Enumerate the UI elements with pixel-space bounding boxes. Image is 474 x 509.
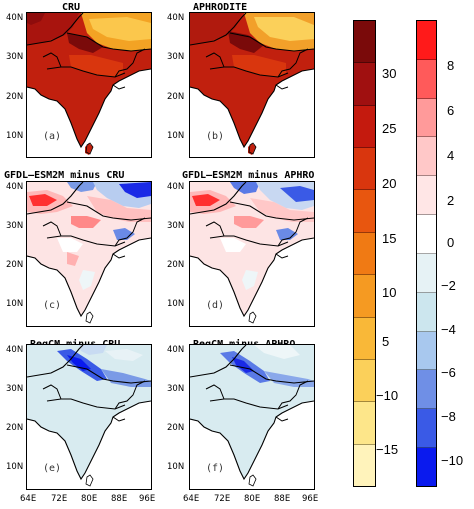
panel-tag-f: (f) xyxy=(206,463,225,474)
lon-tick-64-e: 64E xyxy=(20,494,37,504)
cb-abs-segment-5 xyxy=(354,232,375,276)
cb-diff-segment-1 xyxy=(417,59,436,99)
lon-tick-80-f: 80E xyxy=(244,494,261,504)
cb-diff-tick-neg4: −4 xyxy=(441,322,456,337)
cb-abs-segment-2 xyxy=(354,105,375,149)
cb-abs-segment-8 xyxy=(354,359,375,403)
lat-tick-20-f: 20N xyxy=(167,423,185,433)
lon-tick-96-f: 96E xyxy=(302,494,319,504)
cb-diff-tick-8: 8 xyxy=(447,58,455,73)
cb-diff-segment-10 xyxy=(417,409,436,449)
cb-diff-tick-2: 2 xyxy=(447,193,455,208)
cb-abs-segment-4 xyxy=(354,190,375,233)
lon-tick-64-f: 64E xyxy=(183,494,200,504)
lat-tick-10-f: 10N xyxy=(167,462,185,472)
map-d xyxy=(190,182,314,326)
cb-abs-segment-9 xyxy=(354,402,375,445)
lat-tick-10-c: 10N xyxy=(6,299,24,309)
panel-tag-e: (e) xyxy=(43,463,62,474)
title-c: GFDL–ESM2M minus CRU xyxy=(4,170,125,181)
map-panel-f: (f) xyxy=(189,344,315,490)
cb-diff-segment-5 xyxy=(417,215,436,254)
cb-diff-tick-neg10: −10 xyxy=(441,453,464,468)
cb-diff-segment-3 xyxy=(417,137,436,177)
lat-tick-30-e: 30N xyxy=(6,384,24,394)
cb-abs-segment-0 xyxy=(354,21,375,64)
lon-tick-88-e: 88E xyxy=(111,494,128,504)
lat-tick-40-e: 40N xyxy=(6,345,24,355)
lat-tick-10-b: 10N xyxy=(167,131,185,141)
cb-abs-tick-neg10: −10 xyxy=(376,388,399,403)
cb-abs-segment-7 xyxy=(354,317,375,360)
cb-diff-tick-neg8: −8 xyxy=(441,409,456,424)
cb-abs-tick-20: 20 xyxy=(382,176,397,191)
cb-diff-tick-4: 4 xyxy=(447,148,455,163)
lat-tick-30-a: 30N xyxy=(6,52,24,62)
lat-tick-20-e: 20N xyxy=(6,423,24,433)
lat-tick-30-f: 30N xyxy=(167,384,185,394)
lat-tick-20-a: 20N xyxy=(6,92,24,102)
lat-tick-30-d: 30N xyxy=(167,221,185,231)
cb-abs-tick-25: 25 xyxy=(382,121,397,136)
lat-tick-40-d: 40N xyxy=(167,182,185,192)
cb-abs-segment-1 xyxy=(354,63,375,106)
cb-abs-segment-3 xyxy=(354,148,375,191)
cb-abs-tick-neg15: −15 xyxy=(376,442,399,457)
title-a: CRU xyxy=(62,2,81,13)
cb-abs-tick-15: 15 xyxy=(382,231,397,246)
cb-diff-tick-6: 6 xyxy=(447,103,455,118)
lat-tick-10-e: 10N xyxy=(6,462,24,472)
map-panel-e: (e) xyxy=(26,344,152,490)
cb-abs-tick-5: 5 xyxy=(382,334,390,349)
cb-diff-segment-8 xyxy=(417,331,436,371)
cb-abs-tick-30: 30 xyxy=(382,66,397,81)
cb-diff-segment-0 xyxy=(417,21,436,60)
lon-tick-80-e: 80E xyxy=(81,494,98,504)
map-a xyxy=(27,13,151,157)
cb-diff-segment-7 xyxy=(417,292,436,332)
lon-tick-72-e: 72E xyxy=(51,494,68,504)
map-f xyxy=(190,345,314,489)
map-e xyxy=(27,345,151,489)
title-d: GFDL–ESM2M minus APHRO xyxy=(182,170,315,181)
cb-diff-segment-2 xyxy=(417,98,436,138)
colorbar-difference xyxy=(416,20,437,487)
cb-diff-tick-neg6: −6 xyxy=(441,365,456,380)
cb-abs-segment-6 xyxy=(354,275,375,318)
lon-tick-96-e: 96E xyxy=(139,494,156,504)
map-c xyxy=(27,182,151,326)
map-panel-c: (c) xyxy=(26,181,152,327)
lat-tick-10-d: 10N xyxy=(167,299,185,309)
lat-tick-20-d: 20N xyxy=(167,260,185,270)
cb-diff-segment-4 xyxy=(417,176,436,216)
cb-diff-tick-neg2: −2 xyxy=(441,278,456,293)
cb-diff-tick-0: 0 xyxy=(447,235,455,250)
cb-abs-segment-10 xyxy=(354,444,375,486)
cb-diff-segment-11 xyxy=(417,448,436,486)
lon-tick-72-f: 72E xyxy=(214,494,231,504)
lat-tick-30-b: 30N xyxy=(167,52,185,62)
lat-tick-10-a: 10N xyxy=(6,131,24,141)
cb-diff-segment-6 xyxy=(417,253,436,293)
lon-tick-88-f: 88E xyxy=(274,494,291,504)
panel-tag-c: (c) xyxy=(43,300,62,311)
map-b xyxy=(190,13,314,157)
lat-tick-20-c: 20N xyxy=(6,260,24,270)
colorbar-absolute xyxy=(353,20,376,487)
lat-tick-40-a: 40N xyxy=(6,13,24,23)
cb-diff-segment-9 xyxy=(417,370,436,410)
lat-tick-20-b: 20N xyxy=(167,92,185,102)
lat-tick-30-c: 30N xyxy=(6,221,24,231)
map-panel-b: (b) xyxy=(189,12,315,158)
map-panel-d: (d) xyxy=(189,181,315,327)
title-b: APHRODITE xyxy=(193,2,248,13)
lat-tick-40-c: 40N xyxy=(6,182,24,192)
panel-tag-d: (d) xyxy=(206,300,225,311)
panel-tag-a: (a) xyxy=(43,131,62,142)
lat-tick-40-b: 40N xyxy=(167,13,185,23)
lat-tick-40-f: 40N xyxy=(167,345,185,355)
map-panel-a: (a) xyxy=(26,12,152,158)
panel-tag-b: (b) xyxy=(206,131,225,142)
cb-abs-tick-10: 10 xyxy=(382,285,397,300)
